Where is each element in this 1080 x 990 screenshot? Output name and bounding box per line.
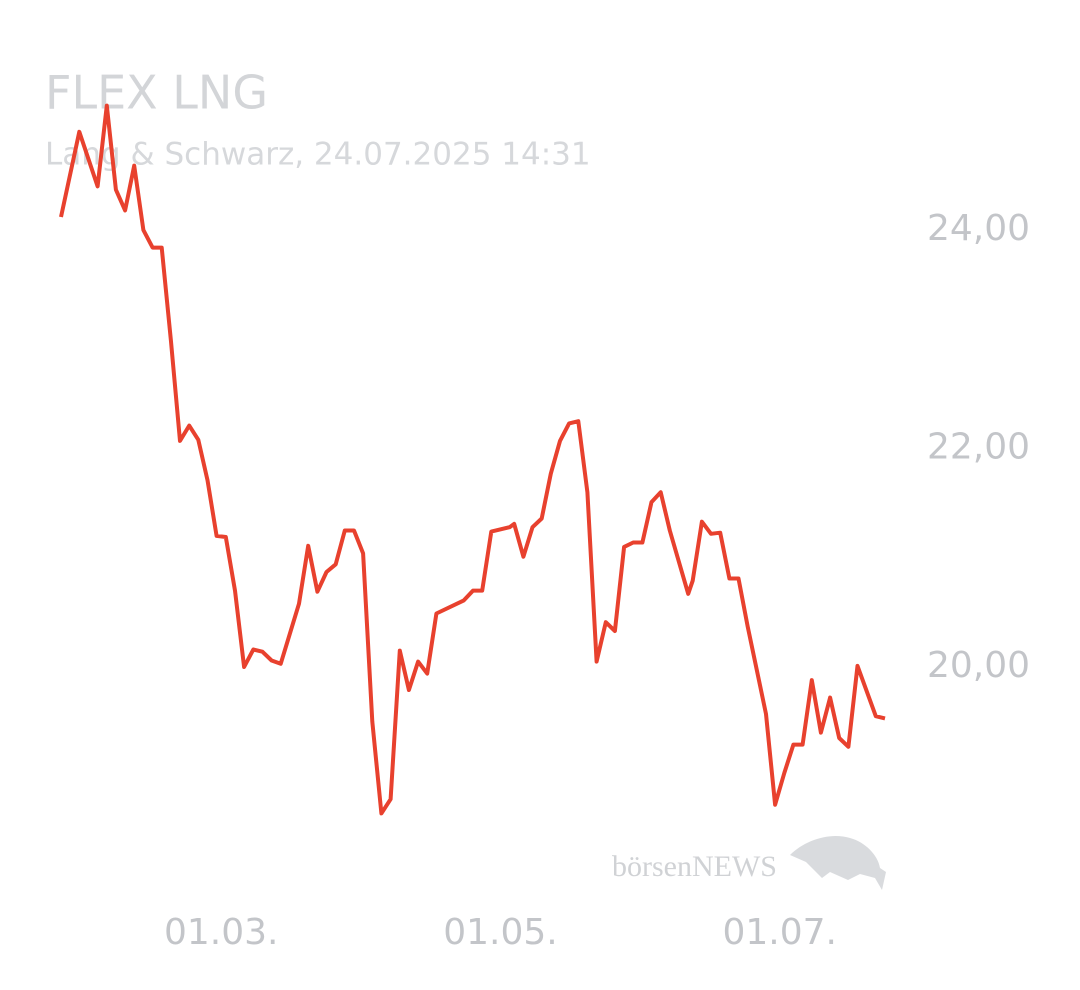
y-tick-label: 20,00 [927, 645, 1030, 686]
price-line [59, 103, 886, 816]
watermark-logo [790, 835, 886, 890]
x-tick-label: 01.05. [443, 912, 558, 953]
x-tick-label: 01.07. [722, 912, 837, 953]
chart-subtitle: Lang & Schwarz, 24.07.2025 14:31 [45, 137, 591, 173]
x-tick-label: 01.03. [164, 912, 279, 953]
y-tick-label: 24,00 [927, 208, 1030, 249]
watermark: börsenNEWS [612, 850, 777, 883]
chart-title: FLEX LNG [45, 66, 268, 120]
y-tick-label: 22,00 [927, 427, 1030, 468]
